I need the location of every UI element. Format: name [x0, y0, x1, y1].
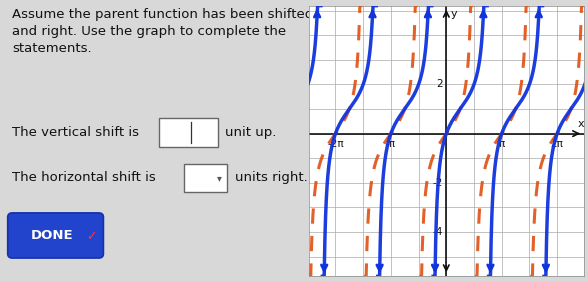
Text: -2: -2: [432, 178, 442, 188]
Text: The vertical shift is: The vertical shift is: [12, 126, 139, 139]
FancyBboxPatch shape: [183, 164, 227, 192]
Text: -2π: -2π: [327, 139, 344, 149]
Text: unit up.: unit up.: [225, 126, 277, 139]
Text: units right.: units right.: [235, 171, 308, 184]
Text: Assume the parent function has been shifted up
and right. Use the graph to compl: Assume the parent function has been shif…: [12, 8, 335, 56]
Text: 2: 2: [436, 80, 442, 89]
Text: -π: -π: [386, 139, 396, 149]
Text: y: y: [450, 9, 457, 19]
Text: 2π: 2π: [551, 139, 563, 149]
Text: ✓: ✓: [86, 230, 96, 243]
FancyBboxPatch shape: [159, 118, 218, 147]
Text: DONE: DONE: [31, 229, 74, 242]
Text: -4: -4: [432, 227, 442, 237]
Text: ▾: ▾: [217, 173, 222, 183]
Text: x: x: [578, 119, 584, 129]
Text: The horizontal shift is: The horizontal shift is: [12, 171, 156, 184]
FancyBboxPatch shape: [8, 213, 103, 258]
Text: π: π: [499, 139, 505, 149]
